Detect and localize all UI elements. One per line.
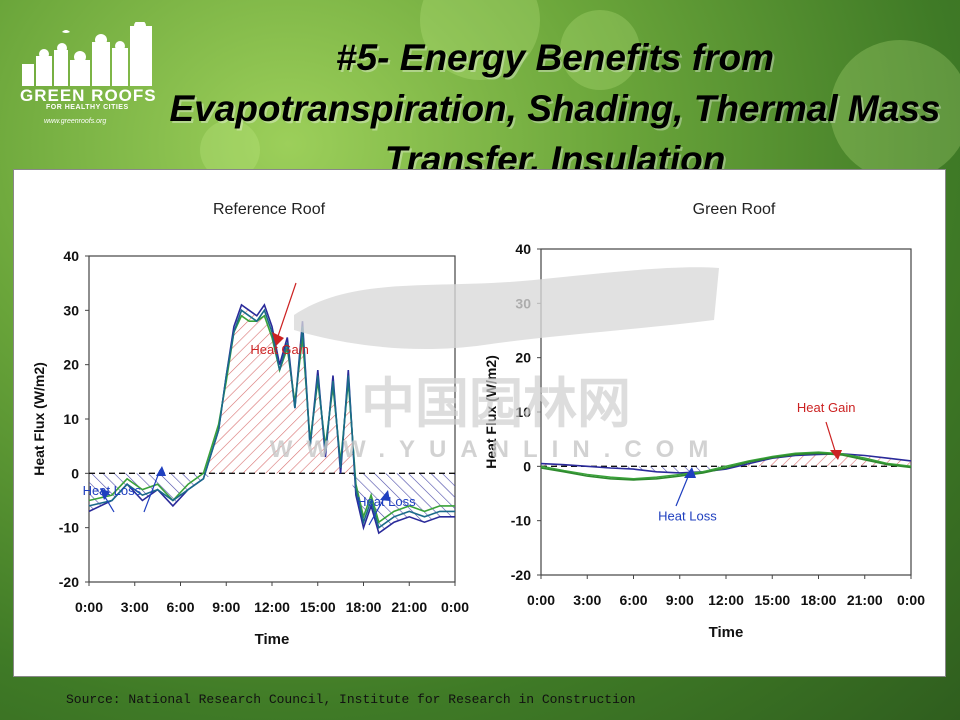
annotation-arrow [143, 469, 161, 513]
y-tick-label: 20 [515, 350, 531, 366]
x-tick-label: 15:00 [300, 599, 336, 615]
heat-gain-area [541, 453, 911, 467]
series-line [540, 451, 912, 480]
logo-subtitle: FOR HEALTHY CITIES [46, 104, 129, 111]
x-tick-label: 18:00 [346, 599, 382, 615]
annotation-arrow [825, 421, 837, 455]
annotation-arrowhead [830, 450, 842, 460]
annotation-arrowhead [100, 488, 110, 500]
annotation-label: Heat Loss [658, 509, 717, 524]
plot-frame [540, 248, 912, 576]
x-tick-label: 6:00 [619, 592, 647, 608]
charts-svg: Reference Roof -20 -10 0 10 20 30 40 0:00 3:00 6:0… [31, 201, 925, 648]
logo-name: GREEN ROOFS [20, 86, 157, 105]
y-tick-label: 0 [523, 458, 531, 474]
y-axis-label: Heat Flux (W/m2) [483, 355, 499, 469]
annotation-label: Heat Gain [797, 400, 856, 415]
annotation-label: Heat Loss [357, 494, 416, 509]
annotation-arrowhead [156, 466, 166, 476]
x-tick-label: 18:00 [801, 592, 837, 608]
y-tick-label: -20 [59, 574, 79, 590]
y-tick-label: 10 [63, 411, 79, 427]
chart-title: Green Roof [693, 201, 776, 218]
x-tick-label: 6:00 [166, 599, 194, 615]
x-tick-label: 21:00 [847, 592, 883, 608]
series-line [540, 452, 912, 474]
y-axis-label: Heat Flux (W/m2) [31, 362, 47, 476]
annotation-arrow [275, 282, 297, 343]
heat-gain-area [89, 304, 455, 474]
green-roofs-logo [22, 22, 152, 86]
y-tick-label: 40 [63, 248, 79, 264]
x-tick-label: 21:00 [391, 599, 427, 615]
chart-panel: Reference Roof -20 -10 0 10 20 30 40 0:00 3:00 6:0… [13, 169, 946, 677]
heat-loss-area [541, 466, 911, 473]
y-tick-label: 40 [515, 241, 531, 257]
x-tick-label: 12:00 [708, 592, 744, 608]
y-tick-label: 0 [71, 465, 79, 481]
x-tick-label: 3:00 [573, 592, 601, 608]
annotation-label: Heat Loss [83, 483, 142, 498]
y-tick-label: 30 [515, 295, 531, 311]
slide-title: #5- Energy Benefits from Evapotranspirat… [169, 37, 941, 180]
y-tick-label: 10 [515, 404, 531, 420]
series-line [88, 308, 455, 530]
x-tick-label: 9:00 [666, 592, 694, 608]
y-tick-label: -10 [511, 513, 531, 529]
y-tick-label: 30 [63, 302, 79, 318]
bokeh-decoration [830, 40, 960, 180]
x-tick-label: 0:00 [441, 599, 469, 615]
y-tick-label: 20 [63, 357, 79, 373]
annotation-arrowhead [272, 332, 284, 346]
x-axis-label: Time [709, 624, 744, 641]
x-tick-label: 0:00 [897, 592, 925, 608]
logo-url: www.greenroofs.org [44, 118, 107, 125]
x-tick-label: 15:00 [754, 592, 790, 608]
annotation-label: Heat Gain [250, 342, 309, 357]
x-tick-label: 3:00 [121, 599, 149, 615]
x-tick-label: 0:00 [75, 599, 103, 615]
bokeh-decoration [560, 10, 640, 90]
x-tick-label: 0:00 [527, 592, 555, 608]
source-citation: Source: National Research Council, Insti… [66, 692, 636, 707]
x-axis-label: Time [255, 631, 290, 648]
annotation-arrowhead [684, 467, 696, 478]
series-line [88, 303, 455, 535]
y-tick-label: -10 [59, 520, 79, 536]
annotation-arrowhead [380, 490, 390, 501]
y-tick-label: -20 [511, 567, 531, 583]
series-line [540, 452, 912, 481]
chart-title: Reference Roof [213, 201, 326, 218]
x-tick-label: 12:00 [254, 599, 290, 615]
x-tick-label: 9:00 [212, 599, 240, 615]
